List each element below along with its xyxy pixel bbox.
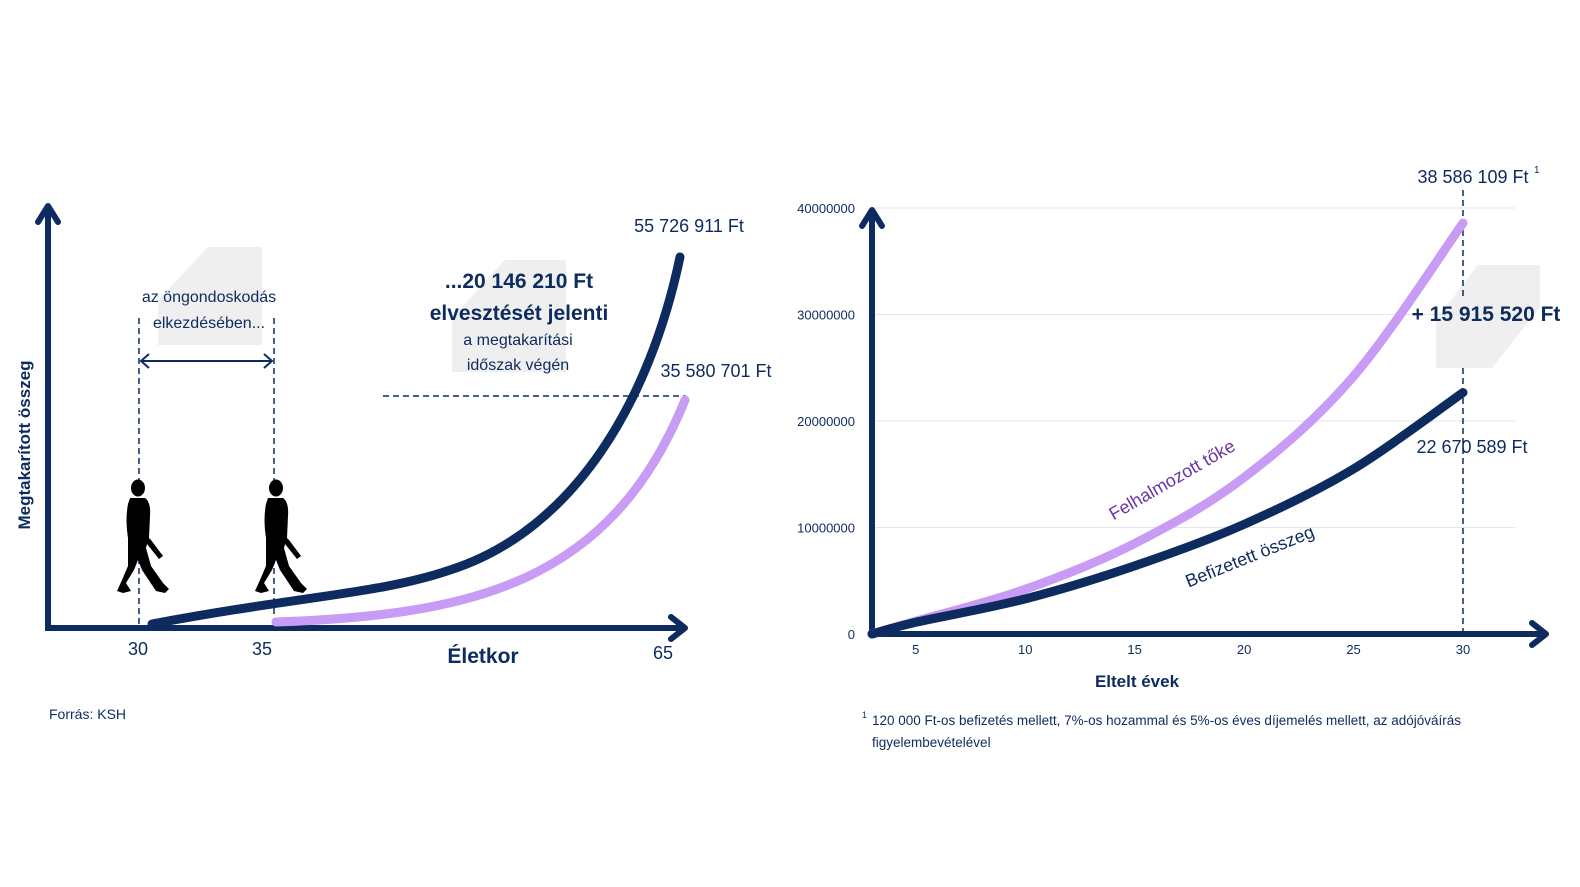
left-x-axis-label: Életkor [447,645,518,668]
watermark-shape-3 [1436,265,1540,368]
right-y-axis-arrowhead [859,207,885,229]
series-paid-in-amount-line [867,388,1468,639]
late-end-label: 35 580 701 Ft [660,361,771,381]
y-tick-label: 10000000 [797,521,855,536]
early-end-label: 55 726 911 Ft [634,216,744,236]
watermark-shape-2 [452,260,566,372]
x-tick-30: 30 [128,639,148,659]
bottom-value-label: 22 670 589 Ft [1416,437,1527,457]
series-accumulated-capital-label: Felhalmozott tőke [1105,436,1238,524]
annotation-line-1: az öngondoskodás [142,289,276,306]
walking-person-icon [117,479,169,593]
y-tick-label: 20000000 [797,414,855,429]
right-x-axis-label: Eltelt évek [1095,672,1180,691]
x-tick-label: 15 [1127,642,1141,657]
right-x-tick-labels: 5 10 15 20 25 30 [912,642,1470,657]
x-tick-label: 25 [1346,642,1360,657]
footnote-mark: 1 [862,710,867,720]
x-tick-label: 5 [912,642,919,657]
x-tick-label: 20 [1237,642,1251,657]
left-chart: Megtakarított összeg az öngondoskodás el… [15,203,772,722]
top-value-label: 38 586 109 Ft [1417,167,1528,187]
annotation-line-2: elkezdésében... [153,315,265,332]
y-tick-label: 30000000 [797,308,855,323]
series-early-start-line [147,252,685,629]
loss-subtext-2: időszak végén [467,357,569,374]
x-tick-65: 65 [653,643,673,663]
series-late-start-line [271,395,690,627]
top-value-footnote-mark: 1 [1534,165,1540,176]
left-y-axis-label: Megtakarított összeg [15,360,34,529]
left-y-axis-arrowhead [35,203,61,225]
delay-arrow-right-head [263,353,274,369]
left-x-axis-arrowhead [668,614,688,642]
loss-text: elvesztését jelenti [430,302,609,325]
y-tick-label: 40000000 [797,201,855,216]
series-paid-in-amount-label: Befizetett összeg [1182,521,1317,591]
right-x-axis-arrowhead [1529,620,1549,648]
x-tick-35: 35 [252,639,272,659]
y-tick-label: 0 [848,627,855,642]
loss-subtext-1: a megtakarítási [463,332,572,349]
delay-arrow-left-head [139,353,150,369]
watermark-shape-1 [158,247,262,345]
difference-label: + 15 915 520 Ft [1412,303,1561,326]
walking-person-icon [255,479,307,593]
footnote-line-1: 120 000 Ft-os befizetés mellett, 7%-os h… [872,713,1461,728]
x-tick-label: 10 [1018,642,1032,657]
loss-amount: ...20 146 210 Ft [445,270,593,293]
right-y-tick-labels: 0 10000000 20000000 30000000 40000000 [797,201,855,642]
right-chart: 0 10000000 20000000 30000000 40000000 5 … [797,165,1560,750]
x-tick-label: 30 [1456,642,1470,657]
footnote-line-2: figyelembevételével [872,735,991,750]
series-accumulated-capital-line [867,218,1468,639]
source-note: Forrás: KSH [49,706,126,722]
